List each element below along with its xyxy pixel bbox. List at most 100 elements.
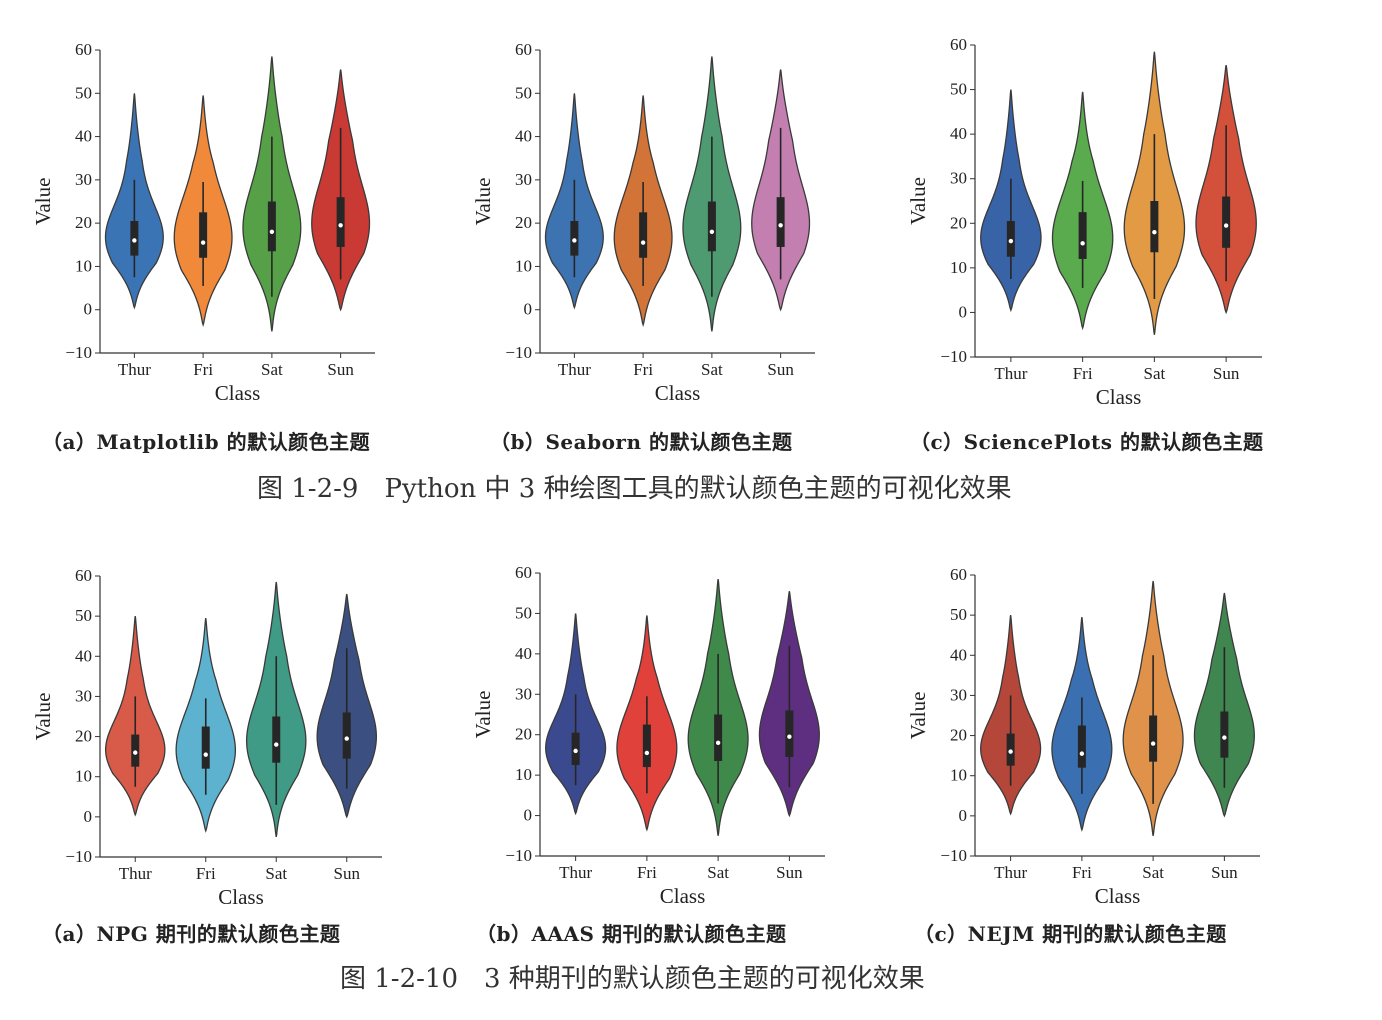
y-tick-label: 30 — [950, 169, 967, 188]
median-dot-thur — [573, 748, 578, 754]
x-axis-label: Class — [1096, 385, 1142, 409]
chart-panel-2a: −10 0 10 20 30 40 50 60 Thur Fri Sat Sun Class Value — [20, 560, 400, 910]
y-tick-label: −10 — [505, 846, 532, 865]
y-tick-label: 30 — [75, 170, 92, 189]
median-dot-sat — [1150, 741, 1156, 746]
y-axis-label: Value — [31, 178, 55, 226]
median-dot-sat — [269, 229, 275, 234]
x-tick-label-sat: Sat — [265, 864, 287, 883]
median-dot-sun — [1222, 735, 1227, 740]
x-tick-label-fri: Fri — [1073, 364, 1093, 383]
x-tick-label-thur: Thur — [119, 864, 152, 883]
y-tick-label: 10 — [950, 766, 967, 785]
median-dot-thur — [1008, 238, 1014, 244]
median-dot-sat — [274, 742, 279, 747]
y-tick-label: 0 — [959, 806, 968, 825]
y-tick-label: 60 — [515, 40, 532, 59]
iqr-box-sat — [714, 714, 723, 761]
iqr-box-sun — [1222, 196, 1231, 248]
y-tick-label: 40 — [75, 646, 92, 665]
y-tick-label: 50 — [950, 605, 967, 624]
x-tick-label-sat: Sat — [701, 360, 723, 379]
y-tick-label: −10 — [940, 347, 967, 366]
y-tick-label: 0 — [84, 300, 93, 319]
iqr-box-fri — [642, 724, 651, 768]
y-axis-label: Value — [906, 177, 930, 225]
median-dot-thur — [132, 238, 137, 243]
y-tick-label: 20 — [75, 727, 92, 746]
violin-chart-1c: −10 0 10 20 30 40 50 60 Thur Fri Sat Sun Class Value — [906, 35, 1262, 409]
y-tick-label: 40 — [75, 127, 92, 146]
caption-1b: （b）Seaborn 的默认颜色主题 — [490, 430, 793, 454]
figure-title-1: 图 1-2-9 Python 中 3 种绘图工具的默认颜色主题的可视化效果 — [257, 474, 1012, 504]
x-tick-label-fri: Fri — [193, 360, 213, 379]
median-dot-sat — [1152, 230, 1157, 235]
x-tick-label-thur: Thur — [994, 364, 1027, 383]
iqr-box-sat — [267, 201, 276, 252]
x-tick-label-thur: Thur — [558, 360, 591, 379]
x-axis-label: Class — [218, 885, 264, 909]
y-tick-label: 0 — [959, 302, 968, 321]
y-tick-label: 0 — [84, 807, 93, 826]
y-tick-label: 0 — [524, 806, 533, 825]
chart-panel-1b: −10 0 10 20 30 40 50 60 Thur Fri Sat Sun Class Value — [460, 30, 840, 410]
y-tick-label: 30 — [950, 685, 967, 704]
median-dot-thur — [1008, 749, 1013, 754]
y-tick-label: 60 — [75, 40, 92, 59]
violin-chart-2b: −10 0 10 20 30 40 50 60 Thur Fri Sat Sun Class Value — [471, 563, 825, 908]
y-tick-label: 50 — [950, 80, 967, 99]
median-dot-sat — [709, 229, 715, 234]
iqr-box-sat — [707, 201, 716, 252]
x-tick-label-thur: Thur — [994, 863, 1027, 882]
x-tick-label-sat: Sat — [707, 863, 729, 882]
caption-1c: （c）SciencePlots 的默认颜色主题 — [910, 430, 1264, 454]
violin-chart-2a: −10 0 10 20 30 40 50 60 Thur Fri Sat Sun Class Value — [31, 566, 382, 909]
y-tick-label: 10 — [515, 256, 532, 275]
median-dot-sun — [787, 734, 792, 739]
y-tick-label: 10 — [515, 765, 532, 784]
y-tick-label: −10 — [65, 847, 92, 866]
y-tick-label: 40 — [950, 645, 967, 664]
y-tick-label: 20 — [515, 725, 532, 744]
median-dot-fri — [200, 240, 206, 245]
x-tick-label-sat: Sat — [261, 360, 283, 379]
y-axis-label: Value — [471, 691, 495, 739]
iqr-box-sun — [1220, 711, 1229, 758]
y-tick-label: 40 — [950, 124, 967, 143]
median-dot-fri — [1080, 241, 1085, 246]
chart-panel-1c: −10 0 10 20 30 40 50 60 Thur Fri Sat Sun Class Value — [895, 30, 1275, 410]
y-tick-label: 10 — [75, 256, 92, 275]
x-axis-label: Class — [660, 884, 706, 908]
y-tick-label: 50 — [515, 83, 532, 102]
iqr-box-fri — [201, 726, 210, 769]
caption-2a: （a）NPG 期刊的默认颜色主题 — [42, 922, 341, 946]
chart-panel-2c: −10 0 10 20 30 40 50 60 Thur Fri Sat Sun Class Value — [895, 560, 1275, 910]
median-dot-thur — [133, 750, 138, 755]
x-tick-label-thur: Thur — [118, 360, 151, 379]
y-tick-label: 50 — [515, 603, 532, 622]
y-tick-label: 30 — [75, 686, 92, 705]
x-tick-label-sun: Sun — [767, 360, 794, 379]
x-tick-label-sun: Sun — [1211, 863, 1238, 882]
median-dot-thur — [572, 238, 577, 243]
y-tick-label: 50 — [75, 83, 92, 102]
iqr-box-fri — [199, 212, 208, 258]
y-tick-label: 10 — [950, 258, 967, 277]
x-tick-label-fri: Fri — [633, 360, 653, 379]
x-tick-label-sun: Sun — [327, 360, 354, 379]
x-axis-label: Class — [1095, 884, 1141, 908]
iqr-box-sun — [336, 197, 345, 247]
iqr-box-thur — [1006, 221, 1015, 257]
x-tick-label-sat: Sat — [1144, 364, 1166, 383]
median-dot-sun — [1223, 223, 1229, 228]
median-dot-fri — [1079, 751, 1085, 756]
y-tick-label: 30 — [515, 684, 532, 703]
x-axis-label: Class — [215, 381, 261, 405]
iqr-box-sun — [785, 710, 794, 757]
x-tick-label-sun: Sun — [776, 863, 803, 882]
iqr-box-fri — [1078, 212, 1087, 259]
y-axis-label: Value — [471, 178, 495, 226]
violin-chart-1a: −10 0 10 20 30 40 50 60 Thur Fri Sat Sun Class Value — [31, 40, 375, 405]
y-tick-label: 40 — [515, 644, 532, 663]
y-tick-label: 40 — [515, 127, 532, 146]
